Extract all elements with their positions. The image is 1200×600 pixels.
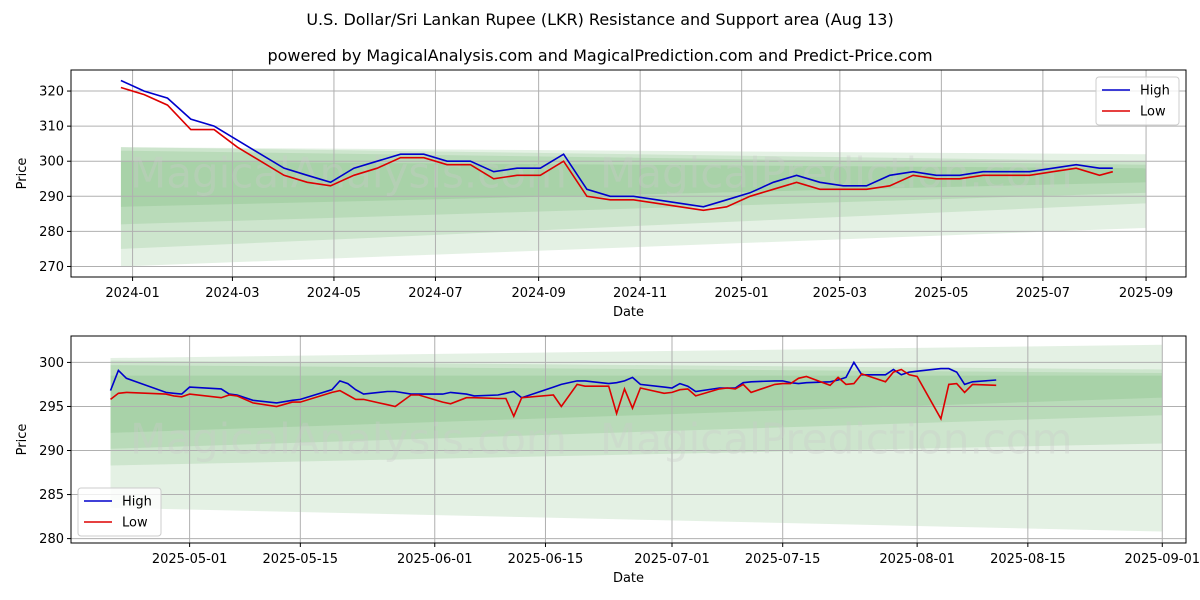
legend-label-high: High	[122, 495, 152, 510]
tick-label-x-9: 2025-07	[1016, 286, 1070, 301]
bottom-panel: 2025-05-01 2025-05-15 2025-06-01 2025-06-15…	[15, 335, 1200, 586]
band-0	[120, 147, 1147, 267]
tick-label-x-7: 2025-08-15	[990, 552, 1066, 567]
tick-label-x-5: 2025-07-15	[745, 552, 821, 567]
tick-label-x-6: 2025-08-01	[879, 552, 955, 567]
band-0	[110, 344, 1163, 532]
plot-frame	[70, 69, 1187, 278]
tick-label-x-3: 2025-06-15	[508, 552, 584, 567]
watermark-text: MagicalAnalysis.com	[130, 415, 567, 464]
tick-label-x-7: 2025-03	[813, 286, 867, 301]
series-line-high	[120, 79, 1113, 208]
chart-title: U.S. Dollar/Sri Lankan Rupee (LKR) Resis…	[306, 10, 894, 29]
tick-label-y-0: 280	[39, 532, 64, 547]
legend-box	[77, 487, 162, 537]
tick-label-x-8: 2025-05	[914, 286, 968, 301]
tick-label-y-3: 300	[39, 155, 64, 170]
top-panel: 2024-01 2024-03 2024-05 2024-07 2024-09 2024-…	[15, 69, 1187, 320]
watermark-text: MagicalPrediction.com	[600, 415, 1073, 464]
tick-label-x-1: 2024-03	[205, 286, 259, 301]
tick-label-x-6: 2025-01	[715, 286, 769, 301]
band-3	[110, 375, 1163, 433]
legend-label-high: High	[1140, 84, 1170, 99]
plot-frame	[70, 335, 1187, 544]
band-1	[120, 147, 1147, 249]
series-line-high	[109, 360, 997, 404]
tick-label-x-10: 2025-09	[1119, 286, 1173, 301]
watermark-text: MagicalAnalysis.com	[130, 149, 567, 198]
tick-label-x-5: 2024-11	[613, 286, 667, 301]
tick-label-x-1: 2025-05-15	[263, 552, 339, 567]
tick-label-x-4: 2024-09	[511, 286, 565, 301]
x-axis-label: Date	[613, 571, 644, 586]
x-axis-label: Date	[613, 305, 644, 320]
band-1	[110, 360, 1163, 466]
y-axis-label: Price	[15, 424, 30, 456]
tick-label-y-2: 290	[39, 444, 64, 459]
chart-subtitle: powered by MagicalAnalysis.com and Magic…	[267, 46, 933, 65]
watermark-text: MagicalPrediction.com	[600, 149, 1073, 198]
tick-label-x-4: 2025-07-01	[634, 552, 710, 567]
band-2	[120, 150, 1147, 225]
tick-label-y-5: 320	[39, 85, 64, 100]
tick-label-y-1: 285	[39, 488, 64, 503]
tick-label-x-2: 2024-05	[307, 286, 361, 301]
tick-label-y-3: 295	[39, 400, 64, 415]
legend-label-low: Low	[1140, 105, 1166, 120]
tick-label-y-0: 270	[39, 260, 64, 275]
y-axis-label: Price	[15, 158, 30, 190]
tick-label-x-0: 2025-05-01	[152, 552, 228, 567]
legend-box	[1095, 76, 1180, 126]
tick-label-x-0: 2024-01	[105, 286, 159, 301]
band-3	[120, 161, 1147, 207]
tick-label-y-1: 280	[39, 225, 64, 240]
tick-label-y-4: 300	[39, 356, 64, 371]
series-line-low	[120, 86, 1114, 212]
tick-label-y-2: 290	[39, 190, 64, 205]
series-line-low	[110, 368, 997, 421]
tick-label-y-4: 310	[39, 120, 64, 135]
legend-label-low: Low	[122, 516, 148, 531]
tick-label-x-8: 2025-09-01	[1124, 552, 1200, 567]
tick-label-x-3: 2024-07	[408, 286, 462, 301]
tick-label-x-2: 2025-06-01	[397, 552, 473, 567]
